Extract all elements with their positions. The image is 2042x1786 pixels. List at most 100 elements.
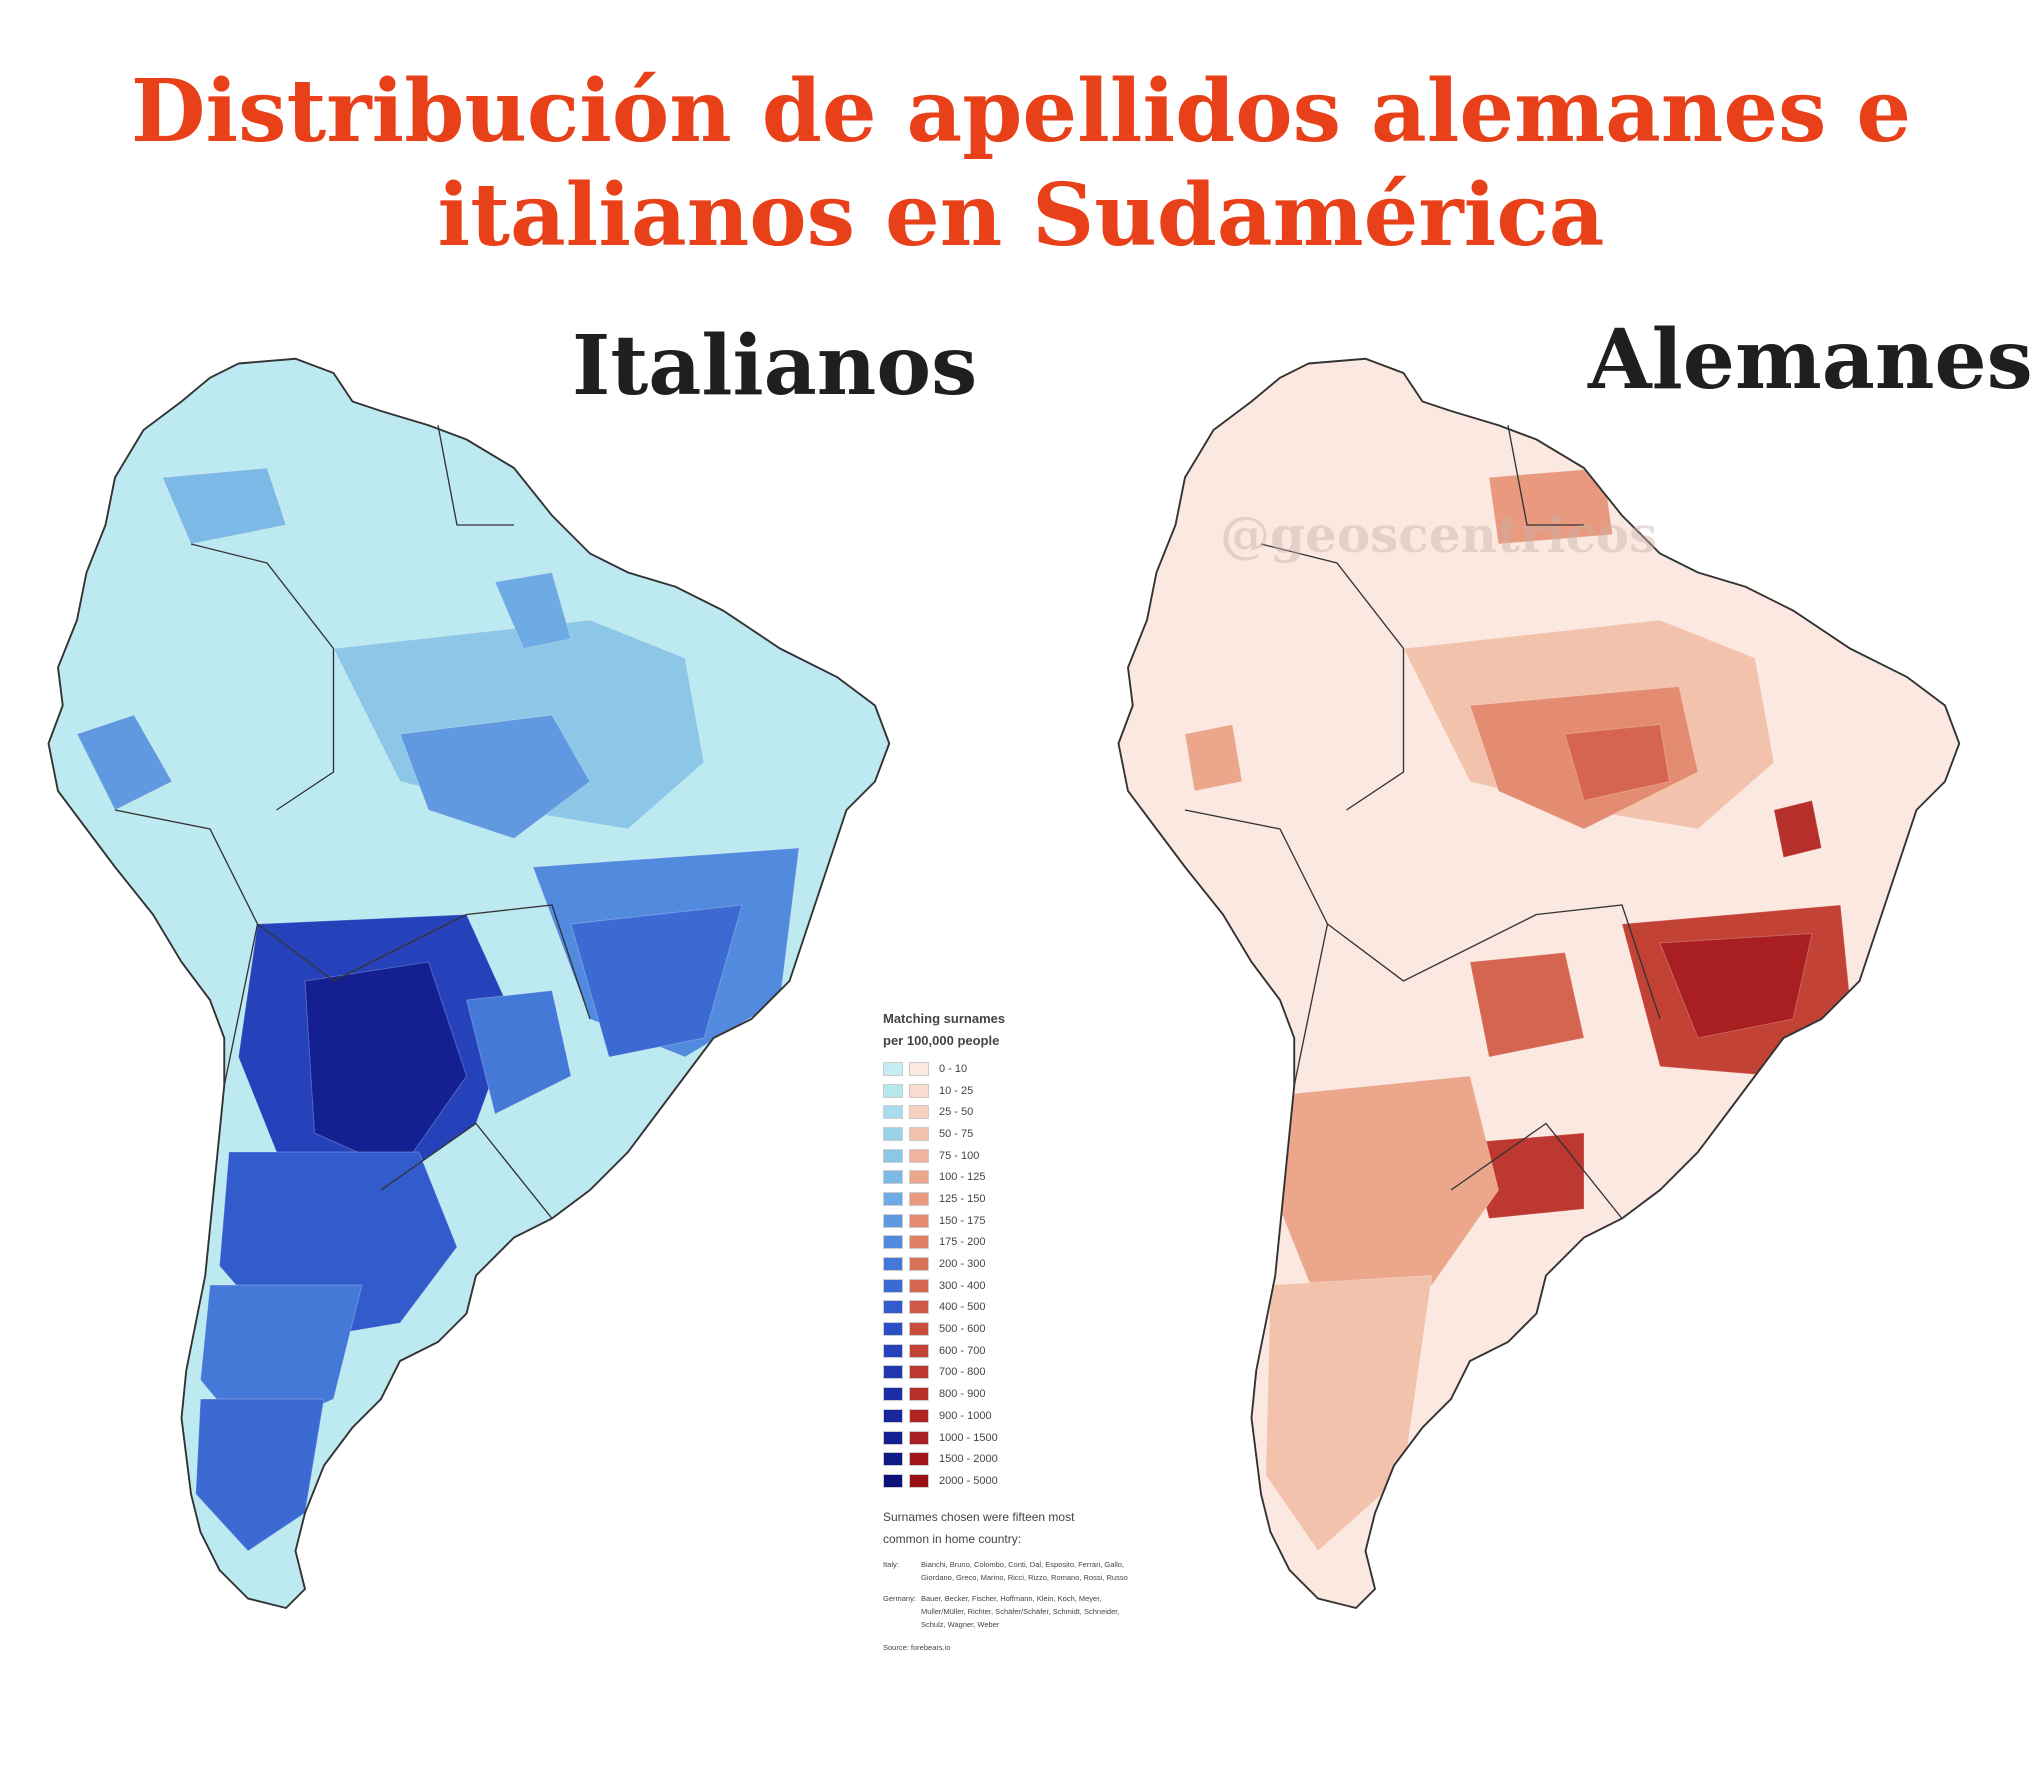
legend-swatch-red [909, 1213, 929, 1228]
legend-row: 150 - 175 [883, 1210, 1143, 1232]
country-border [1327, 913, 1537, 982]
legend-bin-label: 50 - 75 [939, 1127, 974, 1140]
legend-swatch-red [909, 1322, 929, 1337]
legend-swatch-blue [883, 1408, 903, 1423]
legend-bin-label: 75 - 100 [939, 1149, 980, 1162]
legend-bin-label: 900 - 1000 [939, 1409, 992, 1422]
legend-swatch-blue [883, 1148, 903, 1163]
legend-swatch-blue [883, 1322, 903, 1337]
title-line-1: Distribución de apellidos alemanes e [130, 61, 1912, 162]
watermark: @geoscentricos [1220, 505, 1658, 564]
country-border [1507, 425, 1584, 526]
legend-note: Surnames chosen were fifteen most common… [883, 1509, 1075, 1546]
country-border [223, 923, 259, 1086]
map-region [76, 714, 173, 811]
country-border [276, 648, 335, 811]
legend-country-italy: Italy: Bianchi, Bruno, Colombo, Conti, D… [883, 1558, 1133, 1584]
map-region [1265, 1274, 1433, 1552]
legend-source: Source: forebears.io [883, 1642, 951, 1652]
legend-title-2: per 100,000 people [883, 1033, 1000, 1048]
legend-swatch-blue [883, 1473, 903, 1488]
legend-bin-label: 175 - 200 [939, 1236, 986, 1249]
legend-title-1: Matching surnames [883, 1011, 1006, 1026]
legend-country-name: Italy: [883, 1559, 899, 1569]
legend-rows: 0 - 10 10 - 25 25 - 50 50 - 75 75 - 100 100 -… [883, 1058, 1143, 1492]
legend-row: 700 - 800 [883, 1362, 1143, 1384]
legend-swatch-blue [883, 1278, 903, 1293]
page-title: Distribución de apellidos alemanes e ita… [0, 60, 2042, 268]
map-region [195, 1398, 325, 1552]
map-region [304, 961, 468, 1172]
legend-swatch-red [909, 1257, 929, 1272]
country-border [114, 809, 259, 925]
legend-country-germany: Germany: Bauer, Becker, Fischer, Hoffman… [883, 1592, 1133, 1631]
legend-swatch-blue [883, 1213, 903, 1228]
map-region [1773, 799, 1823, 859]
italianos-label: Italianos [572, 318, 978, 414]
legend-swatch-blue [883, 1257, 903, 1272]
legend-swatch-red [909, 1300, 929, 1315]
legend-bin-label: 125 - 150 [939, 1192, 986, 1205]
legend-row: 1500 - 2000 [883, 1448, 1143, 1470]
legend: Matching surnames per 100,000 people 0 -… [883, 1008, 1143, 1652]
legend-bin-label: 10 - 25 [939, 1084, 974, 1097]
country-border [380, 1122, 553, 1219]
legend-row: 600 - 700 [883, 1340, 1143, 1362]
legend-bin-label: 600 - 700 [939, 1344, 986, 1357]
map-region [570, 904, 743, 1058]
legend-swatch-red [909, 1452, 929, 1467]
legend-bin-label: 500 - 600 [939, 1323, 986, 1336]
map-region [1184, 723, 1243, 792]
legend-row: 200 - 300 [883, 1253, 1143, 1275]
legend-bin-label: 1000 - 1500 [939, 1431, 998, 1444]
map-region [399, 714, 591, 840]
legend-swatch-blue [883, 1126, 903, 1141]
legend-swatch-blue [883, 1365, 903, 1380]
legend-country-name: Germany: [883, 1593, 916, 1603]
legend-row: 100 - 125 [883, 1166, 1143, 1188]
legend-swatch-blue [883, 1191, 903, 1206]
legend-swatch-blue [883, 1170, 903, 1185]
map-region [465, 989, 572, 1115]
country-border [1536, 904, 1661, 1020]
legend-swatch-red [909, 1473, 929, 1488]
country-border [1184, 809, 1329, 925]
legend-row: 300 - 400 [883, 1275, 1143, 1297]
legend-country-names: Bianchi, Bruno, Colombo, Conti, Dal, Esp… [921, 1559, 1128, 1582]
alemanes-label: Alemanes [1588, 312, 2033, 408]
legend-row: 175 - 200 [883, 1232, 1143, 1254]
legend-swatch-blue [883, 1235, 903, 1250]
legend-row: 2000 - 5000 [883, 1470, 1143, 1492]
legend-swatch-red [909, 1170, 929, 1185]
country-border [1346, 648, 1405, 811]
legend-swatch-blue [883, 1452, 903, 1467]
legend-swatch-red [909, 1430, 929, 1445]
country-border [257, 913, 467, 982]
country-border [437, 425, 514, 526]
legend-swatch-red [909, 1191, 929, 1206]
legend-swatch-blue [883, 1343, 903, 1358]
legend-bin-label: 200 - 300 [939, 1258, 986, 1271]
legend-row: 900 - 1000 [883, 1405, 1143, 1427]
legend-bin-label: 400 - 500 [939, 1301, 986, 1314]
legend-bin-label: 800 - 900 [939, 1388, 986, 1401]
country-border [1293, 923, 1329, 1086]
legend-swatch-red [909, 1126, 929, 1141]
alemanes-map [1117, 357, 1961, 1610]
legend-row: 0 - 10 [883, 1058, 1143, 1080]
legend-row: 500 - 600 [883, 1318, 1143, 1340]
legend-bin-label: 150 - 175 [939, 1214, 986, 1227]
legend-swatch-red [909, 1148, 929, 1163]
legend-row: 75 - 100 [883, 1145, 1143, 1167]
country-border [466, 904, 591, 1020]
legend-swatch-red [909, 1061, 929, 1076]
legend-row: 25 - 50 [883, 1101, 1143, 1123]
map-region [494, 571, 572, 650]
legend-swatch-red [909, 1343, 929, 1358]
legend-row: 800 - 900 [883, 1383, 1143, 1405]
country-border [1450, 1122, 1623, 1219]
legend-bin-label: 1500 - 2000 [939, 1453, 998, 1466]
legend-swatch-red [909, 1387, 929, 1402]
legend-swatch-red [909, 1365, 929, 1380]
legend-swatch-blue [883, 1387, 903, 1402]
